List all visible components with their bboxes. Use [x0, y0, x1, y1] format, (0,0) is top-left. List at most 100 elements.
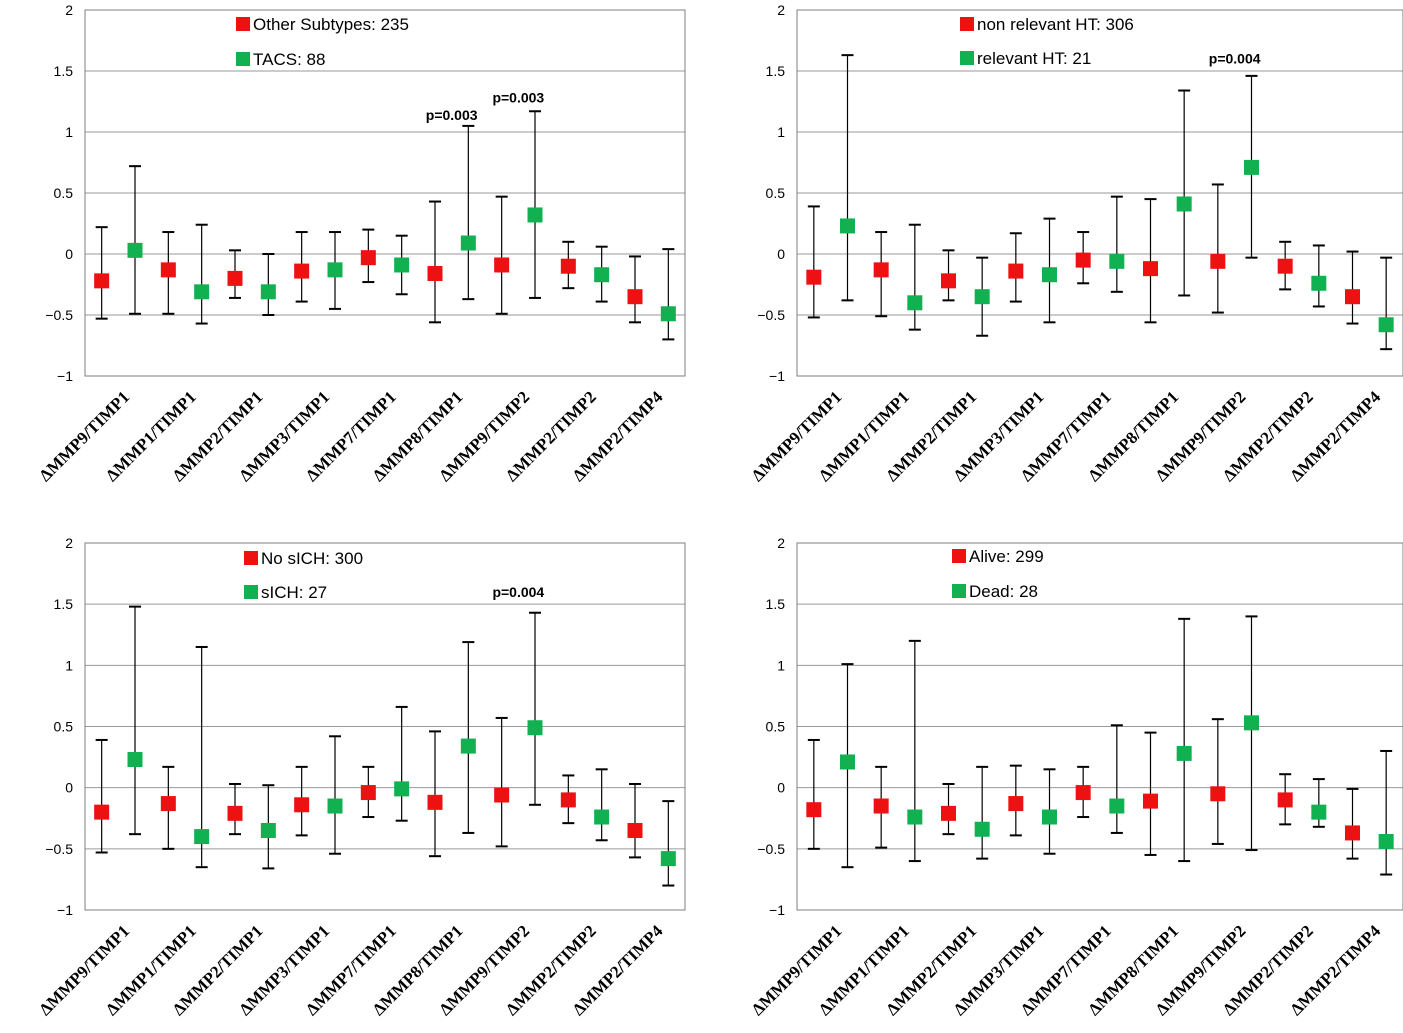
error-bar	[129, 165, 141, 315]
data-point-marker	[560, 792, 576, 808]
svg-text:Other Subtypes: 235: Other Subtypes: 235	[253, 15, 409, 34]
chart-panel-bottom-left: 21.510.50−0.5−1ΔMMP9/TIMP1ΔMMP1/TIMP1ΔMM…	[35, 535, 686, 1019]
y-tick-label: 1.5	[54, 596, 74, 612]
data-point-marker	[460, 235, 476, 251]
data-point-marker	[806, 269, 822, 285]
error-bar	[1178, 89, 1191, 297]
data-point-marker	[1345, 289, 1360, 305]
plot-area-frame	[84, 9, 686, 377]
y-tick-label: −0.5	[45, 841, 73, 857]
error-bar	[429, 200, 441, 324]
data-point-marker	[127, 242, 143, 258]
svg-text:relevant HT: 21: relevant HT: 21	[977, 49, 1091, 68]
error-bar	[1380, 256, 1393, 351]
data-point-marker	[806, 802, 822, 818]
error-bar	[1211, 183, 1224, 314]
y-tick-label: 2	[777, 2, 785, 18]
data-point-marker	[260, 284, 276, 300]
legend-entry: non relevant HT: 306	[960, 15, 1134, 34]
error-bar	[1110, 724, 1123, 834]
data-point-marker	[1311, 275, 1327, 291]
error-bar	[807, 738, 820, 850]
plot-area-frame	[796, 542, 1403, 911]
data-point-marker	[327, 798, 343, 814]
y-tick-label: 1	[65, 657, 73, 673]
data-point-marker	[294, 263, 310, 279]
y-tick-label: 2	[65, 2, 73, 18]
error-bar	[329, 735, 341, 855]
data-point-marker	[1210, 253, 1226, 269]
data-point-marker	[1109, 798, 1125, 814]
data-point-marker	[660, 306, 676, 322]
data-point-marker	[1210, 786, 1226, 802]
error-bar	[462, 124, 475, 301]
data-point-marker	[660, 851, 676, 867]
p-value-annotation: p=0.004	[1209, 51, 1261, 67]
data-point-marker	[1008, 263, 1024, 279]
data-point-marker	[1277, 792, 1293, 808]
error-bar	[1245, 615, 1258, 852]
y-tick-label: 1	[777, 124, 785, 140]
p-value-annotation: p=0.004	[492, 584, 544, 600]
error-bar	[908, 223, 921, 331]
data-point-marker	[594, 267, 610, 283]
error-bar	[1346, 787, 1359, 860]
data-point-marker	[560, 258, 576, 274]
error-bar	[595, 768, 608, 842]
data-point-marker	[1345, 825, 1360, 841]
error-bar	[1211, 718, 1224, 845]
svg-text:sICH: 27: sICH: 27	[261, 583, 327, 602]
data-point-marker	[1042, 267, 1057, 283]
data-point-marker	[160, 262, 176, 278]
error-bar	[462, 641, 475, 834]
error-bar	[429, 730, 441, 858]
error-bar	[1346, 250, 1359, 325]
plot-area-frame	[796, 9, 1403, 377]
svg-text:Dead: 28: Dead: 28	[969, 582, 1038, 601]
p-value-annotation: p=0.003	[492, 90, 544, 106]
legend-entry: TACS: 88	[236, 50, 325, 69]
y-tick-label: −0.5	[757, 841, 785, 857]
y-tick-label: −1	[769, 902, 785, 918]
data-point-marker	[974, 821, 990, 837]
y-tick-label: 0	[777, 246, 785, 262]
data-point-marker	[360, 250, 376, 266]
data-point-marker	[527, 207, 543, 223]
y-tick-label: 2	[777, 535, 785, 551]
data-point-marker	[1244, 159, 1259, 175]
data-point-marker	[1378, 317, 1394, 333]
error-bar	[662, 800, 675, 887]
data-point-marker	[260, 822, 276, 838]
data-point-marker	[873, 262, 889, 278]
data-point-marker	[394, 257, 410, 273]
data-point-marker	[1042, 809, 1057, 825]
y-tick-label: 0	[65, 780, 73, 796]
data-point-marker	[427, 266, 443, 282]
data-point-marker	[1176, 745, 1192, 761]
error-bar	[629, 782, 641, 859]
y-tick-label: −0.5	[45, 307, 73, 323]
error-bar	[129, 605, 141, 836]
error-bar	[807, 205, 820, 319]
data-point-marker	[527, 720, 543, 736]
legend-entry: relevant HT: 21	[960, 49, 1091, 68]
data-point-marker	[873, 798, 889, 814]
data-point-marker	[1143, 793, 1158, 809]
error-bar	[976, 765, 989, 860]
data-point-marker	[974, 289, 990, 305]
error-bar	[1178, 617, 1191, 863]
data-point-marker	[1277, 258, 1293, 274]
y-tick-label: 0.5	[766, 185, 786, 201]
data-point-marker	[394, 781, 410, 797]
data-point-marker	[194, 284, 210, 300]
svg-text:Alive: 299: Alive: 299	[969, 547, 1044, 566]
chart-panel-bottom-right: 21.510.50−0.5−1ΔMMP9/TIMP1ΔMMP1/TIMP1ΔMM…	[748, 535, 1403, 1019]
data-point-marker	[94, 273, 110, 289]
error-bar	[95, 226, 108, 320]
data-point-marker	[840, 754, 855, 770]
data-point-marker	[1008, 796, 1024, 812]
y-tick-label: 0.5	[54, 185, 74, 201]
data-point-marker	[1143, 261, 1158, 277]
p-value-annotation: p=0.003	[426, 107, 478, 123]
